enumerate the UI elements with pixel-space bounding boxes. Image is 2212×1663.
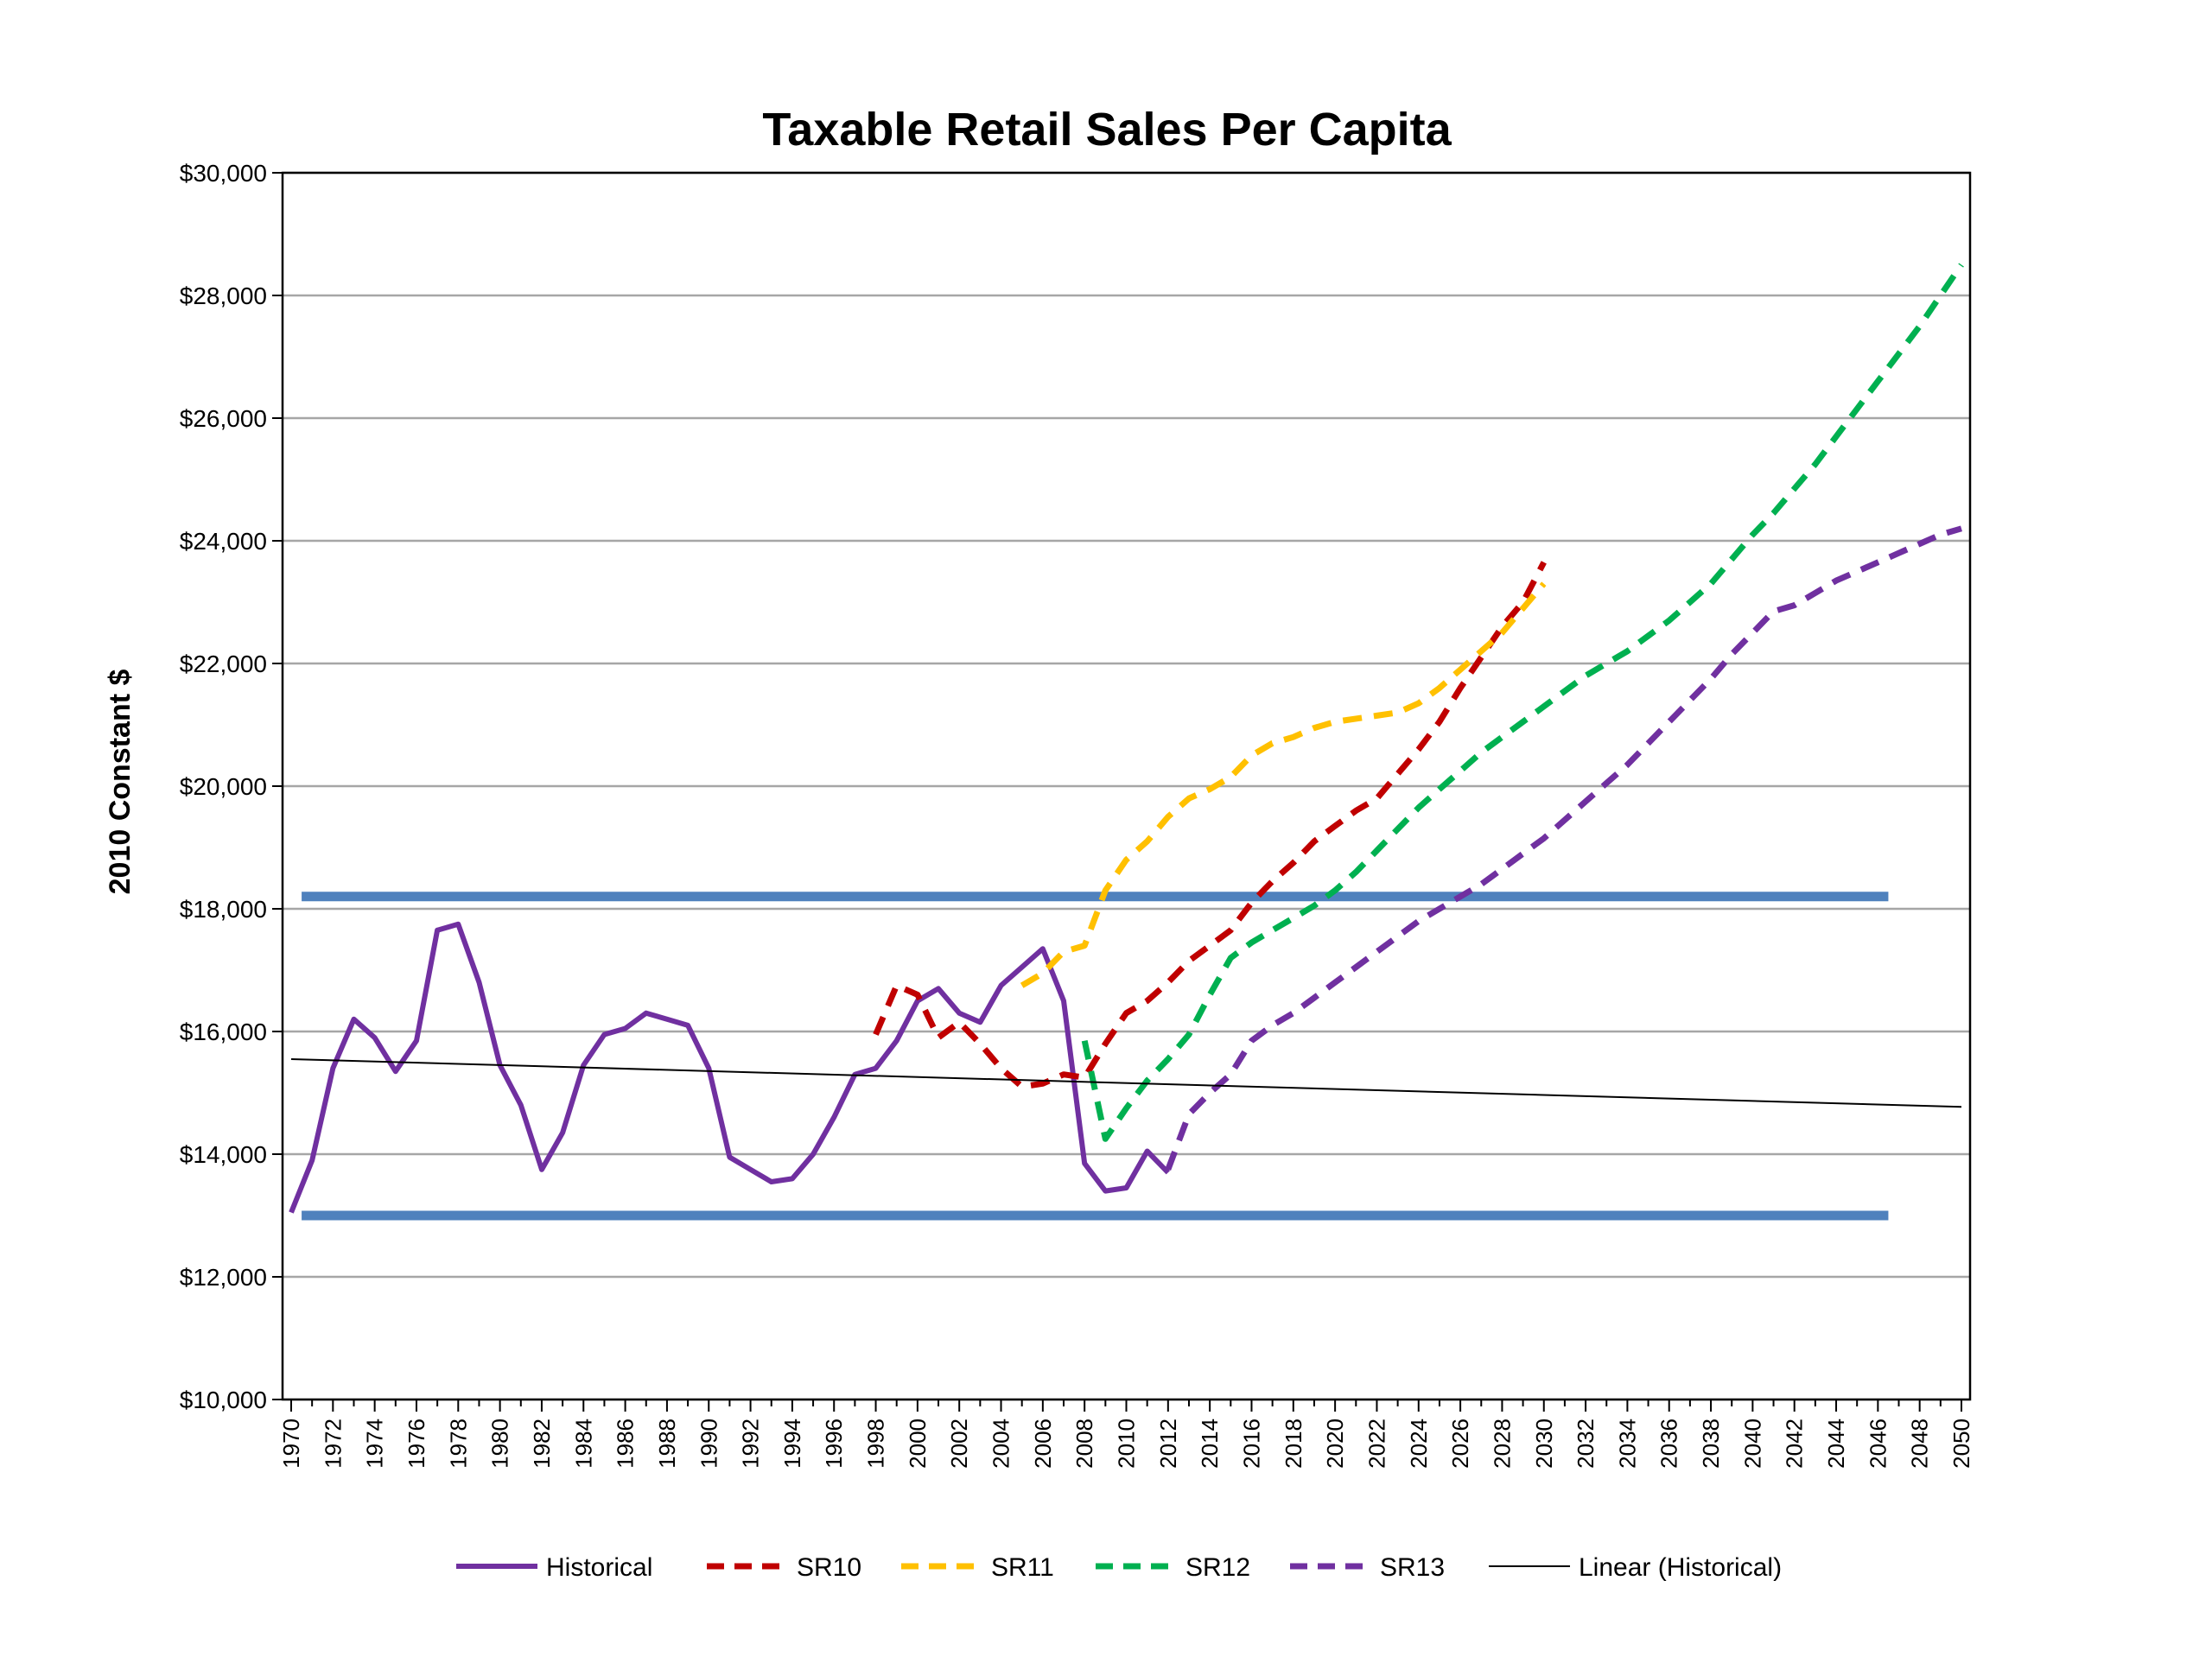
chart-title: Taxable Retail Sales Per Capita xyxy=(762,104,1452,156)
x-axis-ticks: 1970 1972 1974 1976 1978 1980 1982 1984 1986 1988… xyxy=(278,1400,1974,1469)
x-tick-label: 2042 xyxy=(1782,1419,1808,1469)
x-tick-label: 1990 xyxy=(696,1419,721,1469)
legend-label: SR13 xyxy=(1380,1553,1445,1582)
series-line-sr12 xyxy=(1081,263,1964,1142)
x-tick-label: 2022 xyxy=(1363,1419,1389,1469)
legend-label: Linear (Historical) xyxy=(1579,1553,1782,1582)
x-tick-label: 1980 xyxy=(487,1419,513,1469)
x-tick-label: 2036 xyxy=(1656,1419,1682,1469)
y-tick-label: $30,000 xyxy=(180,160,267,187)
y-tick-label: $18,000 xyxy=(180,896,267,923)
y-tick-label: $24,000 xyxy=(180,528,267,555)
series-line-sr11 xyxy=(1020,581,1547,988)
x-tick-label: 2020 xyxy=(1322,1419,1348,1469)
x-tick-label: 2014 xyxy=(1197,1419,1223,1469)
x-tick-label: 1972 xyxy=(320,1419,346,1469)
x-tick-label: 1986 xyxy=(613,1419,639,1469)
series-line-sr13 xyxy=(1165,525,1962,1171)
y-axis-label: 2010 Constant $ xyxy=(104,670,137,895)
x-tick-label: 2000 xyxy=(905,1419,931,1469)
x-tick-label: 2018 xyxy=(1281,1419,1306,1469)
legend-label: Historical xyxy=(546,1553,652,1582)
x-tick-label: 2026 xyxy=(1447,1419,1473,1469)
legend-label: SR11 xyxy=(991,1553,1054,1582)
x-tick-label: 2030 xyxy=(1531,1419,1557,1469)
x-tick-label: 1982 xyxy=(529,1419,555,1469)
y-tick-label: $20,000 xyxy=(180,773,267,800)
legend-label: SR10 xyxy=(797,1553,861,1582)
x-tick-label: 2010 xyxy=(1114,1419,1140,1469)
x-tick-label: 2046 xyxy=(1865,1419,1891,1469)
y-tick-label: $26,000 xyxy=(180,405,267,432)
x-tick-label: 2008 xyxy=(1071,1419,1097,1469)
x-tick-label: 1970 xyxy=(278,1419,304,1469)
legend-label: SR12 xyxy=(1185,1553,1250,1582)
x-tick-label: 1978 xyxy=(445,1419,471,1469)
x-tick-label: 2016 xyxy=(1238,1419,1264,1469)
x-tick-label: 2024 xyxy=(1406,1419,1432,1469)
y-tick-label: $16,000 xyxy=(180,1019,267,1045)
x-tick-label: 2032 xyxy=(1573,1419,1599,1469)
y-axis-ticks: $10,000 $12,000 $14,000 $16,000 $18,000 $20,0… xyxy=(180,160,283,1413)
legend: Historical SR10 SR11 SR12 SR13 Linear (Histor… xyxy=(456,1553,1782,1582)
reference-lines xyxy=(302,892,1889,1221)
x-tick-label: 2004 xyxy=(988,1419,1014,1469)
x-tick-label: 2012 xyxy=(1155,1419,1181,1469)
y-tick-label: $10,000 xyxy=(180,1387,267,1413)
x-tick-label: 1988 xyxy=(654,1419,680,1469)
x-tick-label: 1994 xyxy=(779,1419,805,1469)
series-line-linear-historical xyxy=(290,1058,1962,1108)
x-tick-label: 1984 xyxy=(570,1419,596,1469)
x-tick-label: 1974 xyxy=(362,1419,388,1469)
x-tick-label: 2038 xyxy=(1698,1419,1724,1469)
x-tick-label: 2034 xyxy=(1614,1419,1640,1469)
x-tick-label: 2040 xyxy=(1739,1419,1765,1469)
x-tick-label: 1996 xyxy=(821,1419,847,1469)
x-tick-label: 2028 xyxy=(1489,1419,1515,1469)
series-line-historical xyxy=(289,921,1170,1214)
x-tick-label: 1992 xyxy=(738,1419,764,1469)
x-tick-label: 1976 xyxy=(404,1419,429,1469)
y-tick-label: $28,000 xyxy=(180,282,267,309)
x-tick-label: 2002 xyxy=(946,1419,972,1469)
x-tick-label: 2044 xyxy=(1823,1419,1849,1469)
x-tick-label: 2050 xyxy=(1948,1419,1974,1469)
x-tick-label: 1998 xyxy=(863,1419,889,1469)
x-tick-label: 2048 xyxy=(1907,1419,1933,1469)
y-tick-label: $14,000 xyxy=(180,1141,267,1168)
y-tick-label: $12,000 xyxy=(180,1264,267,1291)
series-line-sr10 xyxy=(873,561,1547,1090)
y-tick-label: $22,000 xyxy=(180,651,267,677)
series-lines xyxy=(289,263,1964,1214)
x-tick-label: 2006 xyxy=(1030,1419,1056,1469)
